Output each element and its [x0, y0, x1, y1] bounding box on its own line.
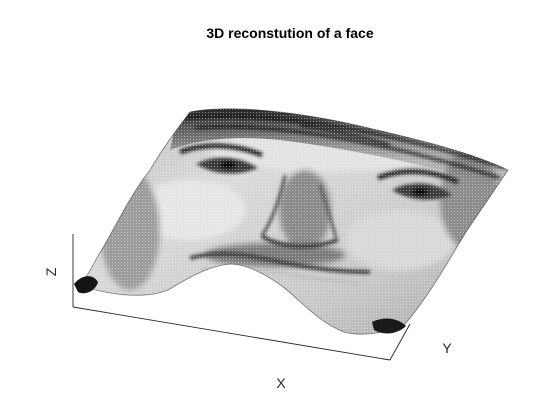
- y-axis-label: Y: [442, 340, 452, 356]
- bottom-corner-spot: [372, 318, 406, 334]
- y-axis-line: [389, 323, 411, 361]
- x-axis-label: X: [276, 375, 286, 391]
- axes-box: [72, 234, 411, 361]
- left-corner-spot: [74, 276, 98, 294]
- mesh-texture: [80, 108, 508, 335]
- surface-corner-dark-spots: [74, 276, 406, 334]
- face-surface: [80, 108, 508, 335]
- chart-title: 3D reconstution of a face: [206, 25, 373, 41]
- z-axis-label: Z: [43, 267, 59, 276]
- x-axis-line: [72, 306, 391, 361]
